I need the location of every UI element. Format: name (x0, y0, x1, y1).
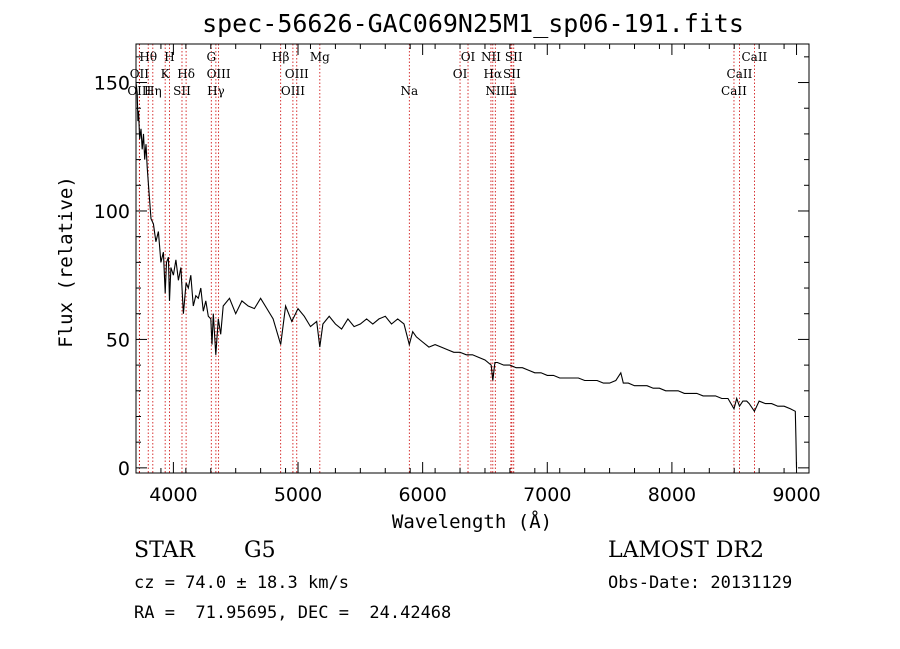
line-label: OIII (281, 84, 305, 98)
line-label: Hθ (139, 50, 157, 64)
object-class: STAR (134, 538, 195, 563)
line-label: SII (173, 84, 191, 98)
line-label: Hα (484, 67, 503, 81)
line-label: Li (505, 84, 517, 98)
y-tick-label: 50 (106, 329, 130, 351)
line-label: SII (503, 67, 521, 81)
line-label: SII (505, 50, 523, 64)
x-tick-label: 5000 (274, 484, 322, 506)
y-tick-label: 100 (94, 201, 130, 223)
y-tick-label: 0 (118, 458, 130, 480)
line-label: H (164, 50, 174, 64)
x-tick-label: 6000 (398, 484, 446, 506)
line-label: CaII (727, 67, 753, 81)
redshift-text: cz = 74.0 ± 18.3 km/s (134, 573, 349, 593)
line-label: Na (400, 84, 418, 98)
line-label: K (161, 67, 171, 81)
x-tick-label: 7000 (523, 484, 571, 506)
line-label: G (206, 50, 216, 64)
x-axis-label: Wavelength (Å) (392, 510, 552, 533)
plot-frame (135, 43, 810, 474)
object-subclass: G5 (244, 538, 276, 563)
line-label: Hγ (207, 84, 225, 98)
x-tick-label: 9000 (772, 484, 820, 506)
line-label: Mg (310, 50, 330, 64)
y-axis: 0 50 100 150 (94, 56, 809, 480)
line-label: CaII (741, 50, 767, 64)
line-label: Hη (144, 84, 162, 98)
line-label: OI (453, 67, 468, 81)
chart-title: spec-56626-GAC069N25M1_sp06-191.fits (202, 9, 744, 38)
survey-release: LAMOST DR2 (608, 538, 764, 563)
line-label: OIII (285, 67, 309, 81)
x-tick-label: 8000 (648, 484, 696, 506)
line-label: OIII (127, 84, 151, 98)
line-label: Hβ (272, 50, 289, 64)
line-label: NII (485, 84, 505, 98)
line-label: CaII (721, 84, 747, 98)
line-label: NII (481, 50, 501, 64)
x-axis: 4000 5000 6000 7000 8000 9000 (135, 44, 821, 506)
line-label: Hδ (177, 67, 195, 81)
y-tick-label: 150 (94, 73, 130, 95)
line-label: OII (130, 67, 150, 81)
y-axis-label: Flux (relative) (55, 176, 77, 348)
line-markers (138, 44, 755, 473)
x-tick-label: 4000 (149, 484, 197, 506)
line-label: OIII (207, 67, 231, 81)
line-label: OI (461, 50, 476, 64)
coordinates: RA = 71.95695, DEC = 24.42468 (134, 603, 452, 623)
obs-date: Obs-Date: 20131129 (608, 573, 793, 593)
spectrum-line (135, 82, 798, 468)
